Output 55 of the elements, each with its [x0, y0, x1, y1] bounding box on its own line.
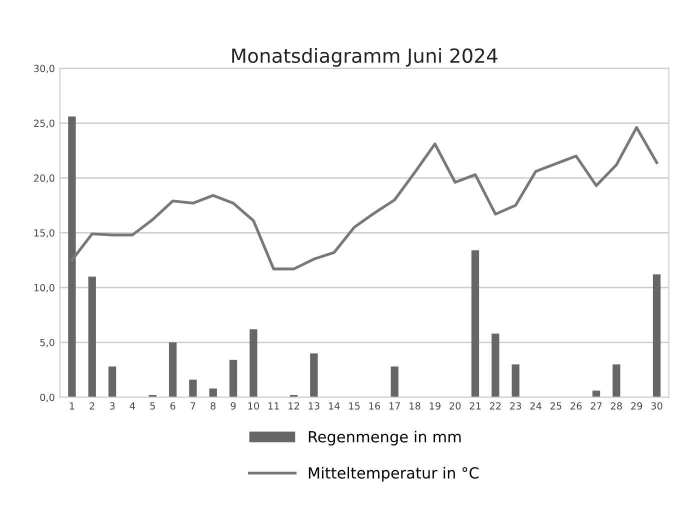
x-tick-label: 14	[328, 402, 340, 410]
x-tick-label: 8	[210, 402, 216, 410]
x-tick-label: 2	[90, 402, 94, 410]
x-tick-label: 18	[410, 402, 420, 410]
x-tick-label: 7	[190, 402, 196, 410]
line-series	[70, 126, 658, 270]
x-tick-label: 24	[530, 402, 542, 410]
chart-title: Monatsdiagramm Juni 2024	[232, 48, 498, 67]
x-tick-label: 11	[268, 402, 279, 410]
y-tick-label: 5,0	[40, 338, 54, 348]
x-tick-label: 13	[308, 402, 320, 410]
x-tick-label: 3	[110, 402, 115, 410]
x-tick-label: 28	[610, 402, 622, 410]
x-tick-label: 15	[349, 402, 360, 410]
x-tick-label: 16	[369, 402, 380, 410]
x-tick-label: 6	[170, 402, 176, 410]
bar	[492, 334, 500, 398]
x-tick-label: 10	[248, 402, 259, 410]
bar	[390, 366, 398, 398]
y-tick-label: 25,0	[34, 120, 54, 128]
x-tick-label: 25	[550, 402, 562, 410]
x-tick-label: 21	[470, 402, 481, 410]
x-tick-label: 26	[570, 402, 582, 410]
bar	[68, 116, 76, 398]
bar	[652, 274, 661, 398]
y-tick-label: 10,0	[34, 284, 54, 292]
x-tick-label: 4	[130, 402, 135, 410]
bar	[512, 364, 520, 398]
x-tick-label: 22	[490, 402, 501, 410]
y-tick-label: 20,0	[34, 174, 54, 183]
x-tick-label: 9	[230, 402, 236, 410]
bar	[612, 364, 620, 398]
x-tick-label: 30	[651, 402, 662, 410]
x-tick-label: 29	[631, 402, 642, 410]
x-tick-label: 27	[590, 402, 602, 410]
bar	[108, 366, 116, 398]
bar	[189, 380, 197, 398]
bar	[168, 342, 177, 398]
bar	[250, 329, 258, 398]
x-tick-label: 5	[150, 402, 155, 410]
x-tick-label: 19	[430, 402, 440, 410]
y-tick-label: 15,0	[34, 229, 54, 238]
x-tick-label: 20	[450, 402, 461, 410]
y-tick-label: 0,0	[40, 394, 54, 402]
x-tick-label: 23	[510, 402, 522, 410]
bar	[88, 276, 96, 398]
bar	[310, 353, 318, 398]
x-tick-label: 17	[389, 402, 400, 410]
legend-label: Mitteltemperatur in °C	[308, 466, 479, 482]
y-tick-label: 30,0	[34, 64, 54, 74]
legend-label: Regenmenge in mm	[308, 430, 461, 446]
bar	[471, 250, 480, 398]
x-tick-label: 12	[288, 402, 299, 410]
x-tick-label: 1	[70, 402, 74, 410]
bar	[229, 360, 238, 398]
